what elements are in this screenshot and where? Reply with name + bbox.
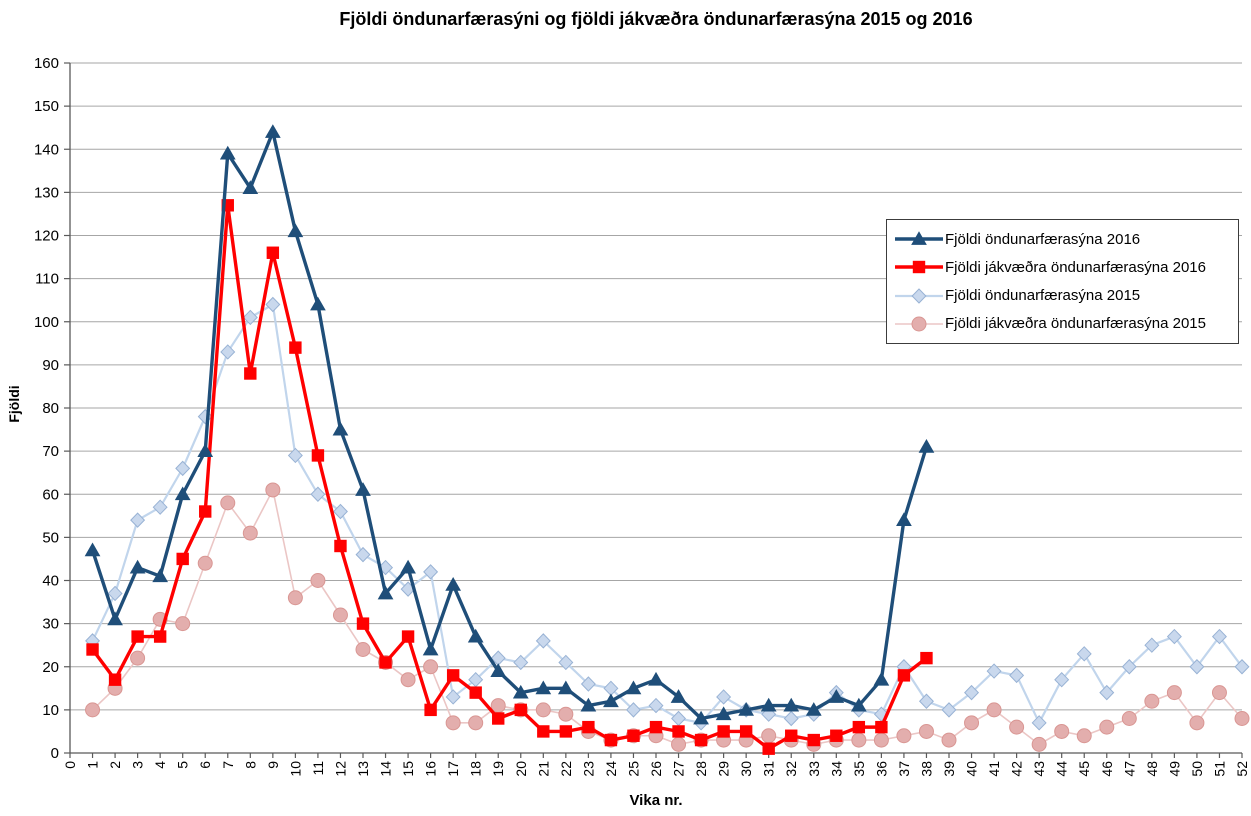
svg-text:17: 17 bbox=[445, 761, 461, 777]
svg-text:45: 45 bbox=[1076, 761, 1092, 777]
svg-text:90: 90 bbox=[42, 357, 59, 374]
svg-text:34: 34 bbox=[828, 761, 844, 777]
svg-text:51: 51 bbox=[1211, 761, 1227, 777]
svg-text:37: 37 bbox=[896, 761, 912, 777]
x-axis-title: Vika nr. bbox=[629, 792, 683, 809]
svg-text:26: 26 bbox=[648, 761, 664, 777]
svg-text:0: 0 bbox=[51, 745, 59, 762]
svg-text:30: 30 bbox=[738, 761, 754, 777]
svg-text:31: 31 bbox=[761, 761, 777, 777]
svg-text:35: 35 bbox=[851, 761, 867, 777]
svg-text:24: 24 bbox=[603, 761, 619, 777]
svg-text:28: 28 bbox=[693, 761, 709, 777]
svg-text:9: 9 bbox=[265, 761, 281, 769]
svg-text:60: 60 bbox=[42, 486, 59, 503]
svg-text:39: 39 bbox=[941, 761, 957, 777]
svg-text:140: 140 bbox=[34, 141, 59, 158]
legend-label: Fjöldi öndunarfærasýna 2016 bbox=[945, 230, 1141, 248]
svg-text:10: 10 bbox=[287, 761, 303, 777]
gridlines bbox=[70, 62, 1242, 711]
svg-text:42: 42 bbox=[1009, 761, 1025, 777]
svg-text:38: 38 bbox=[918, 761, 934, 777]
svg-text:27: 27 bbox=[671, 761, 687, 777]
svg-text:10: 10 bbox=[42, 702, 59, 719]
svg-text:5: 5 bbox=[175, 761, 191, 769]
svg-text:50: 50 bbox=[42, 529, 59, 546]
svg-text:8: 8 bbox=[242, 761, 258, 769]
svg-text:150: 150 bbox=[34, 98, 59, 115]
x-tick-labels: 0 1 2 3 4 5 6 7 8 9 10 11 12 13 14 15 16 17 18 19 20 21 22 23 24… bbox=[62, 761, 1250, 777]
chart-title: Fjöldi öndunarfærasýni og fjöldi jákvæðr… bbox=[339, 9, 973, 29]
svg-text:22: 22 bbox=[558, 761, 574, 777]
svg-text:120: 120 bbox=[34, 228, 59, 245]
svg-text:52: 52 bbox=[1234, 761, 1250, 777]
svg-text:18: 18 bbox=[468, 761, 484, 777]
svg-text:3: 3 bbox=[130, 761, 146, 769]
svg-text:48: 48 bbox=[1144, 761, 1160, 777]
svg-text:40: 40 bbox=[42, 573, 59, 590]
y-axis-title: Fjöldi bbox=[6, 385, 22, 423]
svg-text:40: 40 bbox=[964, 761, 980, 777]
svg-text:49: 49 bbox=[1166, 761, 1182, 777]
svg-text:20: 20 bbox=[42, 659, 59, 676]
svg-text:80: 80 bbox=[42, 400, 59, 417]
svg-text:41: 41 bbox=[986, 761, 1002, 777]
svg-text:16: 16 bbox=[423, 761, 439, 777]
series-2016-positive bbox=[86, 199, 933, 755]
legend-label: Fjöldi öndunarfærasýna 2015 bbox=[945, 287, 1141, 305]
svg-text:20: 20 bbox=[513, 761, 529, 777]
y-tick-labels: 0 10 20 30 40 50 60 70 80 90 100 110 120 130 140 150 160 bbox=[34, 55, 59, 762]
series-2015-total bbox=[85, 296, 1250, 731]
legend-item-3: Fjöldi jákvæðra öndunarfærasýna 2015 bbox=[893, 314, 1232, 334]
svg-text:32: 32 bbox=[783, 761, 799, 777]
svg-text:13: 13 bbox=[355, 761, 371, 777]
svg-text:29: 29 bbox=[716, 761, 732, 777]
svg-text:100: 100 bbox=[34, 314, 59, 331]
svg-text:11: 11 bbox=[310, 761, 326, 776]
legend-sample-diamond-icon bbox=[895, 287, 943, 304]
legend-item-2: Fjöldi öndunarfærasýna 2015 bbox=[893, 286, 1232, 306]
svg-text:44: 44 bbox=[1054, 761, 1070, 777]
legend-sample-square-icon bbox=[895, 261, 943, 274]
svg-text:130: 130 bbox=[34, 184, 59, 201]
svg-text:2: 2 bbox=[107, 761, 123, 769]
svg-text:47: 47 bbox=[1121, 761, 1137, 777]
svg-text:0: 0 bbox=[62, 761, 78, 769]
svg-text:21: 21 bbox=[535, 761, 551, 777]
svg-text:25: 25 bbox=[625, 761, 641, 777]
svg-text:1: 1 bbox=[85, 761, 101, 769]
legend-sample-triangle-icon bbox=[895, 231, 943, 246]
legend-item-0: Fjöldi öndunarfærasýna 2016 bbox=[893, 229, 1232, 249]
svg-text:4: 4 bbox=[152, 761, 168, 769]
svg-text:7: 7 bbox=[220, 761, 236, 769]
legend-item-1: Fjöldi jákvæðra öndunarfærasýna 2016 bbox=[893, 257, 1232, 277]
legend: Fjöldi öndunarfærasýna 2016 Fjöldi jákvæð… bbox=[886, 219, 1239, 344]
svg-text:15: 15 bbox=[400, 761, 416, 777]
svg-text:6: 6 bbox=[197, 761, 213, 769]
svg-text:19: 19 bbox=[490, 761, 506, 777]
svg-text:46: 46 bbox=[1099, 761, 1115, 777]
svg-text:30: 30 bbox=[42, 616, 59, 633]
svg-text:23: 23 bbox=[580, 761, 596, 777]
svg-text:33: 33 bbox=[806, 761, 822, 777]
svg-text:14: 14 bbox=[378, 761, 394, 777]
svg-text:70: 70 bbox=[42, 443, 59, 460]
series-2016-total bbox=[84, 124, 935, 725]
svg-text:12: 12 bbox=[332, 761, 348, 777]
svg-text:160: 160 bbox=[34, 55, 59, 72]
svg-text:43: 43 bbox=[1031, 761, 1047, 777]
svg-text:50: 50 bbox=[1189, 761, 1205, 777]
legend-label: Fjöldi jákvæðra öndunarfærasýna 2016 bbox=[945, 258, 1206, 276]
axes bbox=[64, 62, 1243, 758]
svg-text:110: 110 bbox=[35, 271, 59, 288]
legend-label: Fjöldi jákvæðra öndunarfærasýna 2015 bbox=[945, 315, 1206, 333]
legend-sample-circle-icon bbox=[895, 316, 943, 332]
svg-text:36: 36 bbox=[873, 761, 889, 777]
